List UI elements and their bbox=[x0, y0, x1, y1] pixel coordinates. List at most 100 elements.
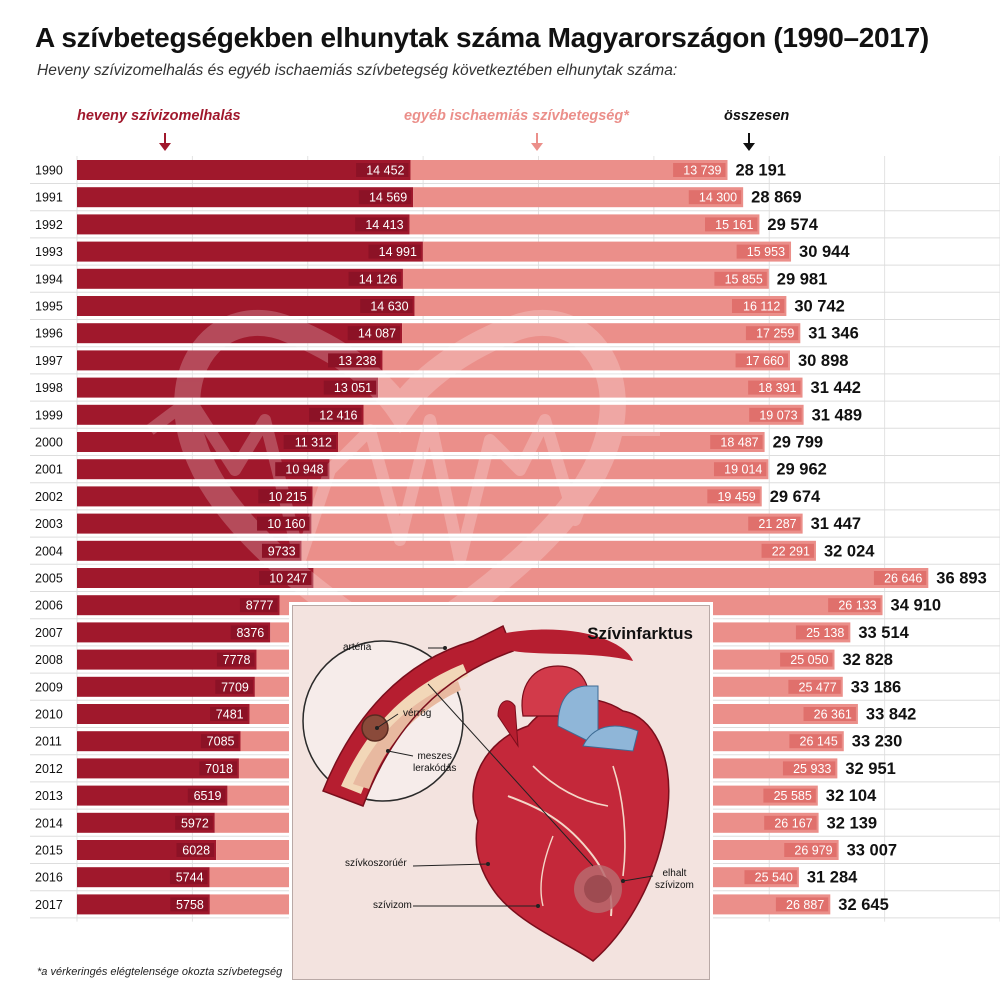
heartbeat-watermark-icon bbox=[146, 310, 660, 666]
label-calcified-line2: lerakódás bbox=[413, 763, 457, 774]
value-label-total: 31 346 bbox=[808, 325, 858, 343]
value-label-other: 13 739 bbox=[683, 164, 721, 178]
bar-other bbox=[301, 540, 816, 561]
label-box-acute bbox=[309, 407, 362, 422]
label-box-other bbox=[710, 435, 763, 449]
value-label-total: 30 898 bbox=[798, 352, 848, 370]
value-label-total: 32 139 bbox=[827, 814, 877, 832]
bar-acute bbox=[77, 323, 403, 344]
bar-other bbox=[422, 241, 792, 262]
label-box-acute bbox=[347, 326, 401, 341]
year-label: 1990 bbox=[35, 164, 63, 178]
bar-acute bbox=[77, 595, 280, 616]
label-box-acute bbox=[200, 734, 239, 749]
year-label: 1995 bbox=[35, 300, 63, 314]
year-label: 2010 bbox=[35, 708, 63, 722]
value-label-other: 26 167 bbox=[774, 816, 812, 830]
bar-other bbox=[312, 486, 762, 507]
bar-acute bbox=[77, 187, 414, 208]
year-label: 2017 bbox=[35, 898, 63, 912]
label-box-acute bbox=[187, 788, 226, 803]
inset-title: Szívinfarktus bbox=[587, 624, 693, 643]
label-box-acute bbox=[169, 870, 208, 885]
value-label-acute: 6519 bbox=[194, 789, 222, 803]
value-label-other: 14 300 bbox=[699, 191, 737, 205]
value-label-acute: 9733 bbox=[268, 544, 296, 558]
bar-acute bbox=[77, 377, 379, 398]
value-label-acute: 14 126 bbox=[359, 272, 397, 286]
label-heart-muscle: szívizom bbox=[373, 900, 412, 911]
year-label: 2012 bbox=[35, 762, 63, 776]
value-label-other: 26 646 bbox=[884, 572, 922, 586]
value-label-total: 29 962 bbox=[776, 461, 826, 479]
bar-other bbox=[402, 268, 769, 289]
bar-acute bbox=[77, 540, 302, 561]
heart-attack-illustration: Szívinfarktus artéria vérrög meszes lera… bbox=[292, 605, 710, 980]
legend-other-label: egyéb ischaemiás szívbetegség* bbox=[404, 108, 629, 124]
label-box-other bbox=[707, 489, 760, 504]
year-label: 1999 bbox=[35, 408, 63, 422]
year-label: 2011 bbox=[35, 735, 62, 749]
bar-acute bbox=[77, 731, 241, 752]
label-box-other bbox=[748, 516, 801, 531]
value-label-total: 32 645 bbox=[838, 896, 888, 914]
value-label-acute: 14 413 bbox=[365, 218, 403, 232]
label-dead-muscle: elhalt szívizom bbox=[655, 868, 694, 892]
bar-other bbox=[382, 350, 790, 371]
value-label-total: 28 191 bbox=[736, 162, 786, 180]
year-label: 2005 bbox=[35, 572, 63, 586]
year-label: 1994 bbox=[35, 272, 63, 286]
year-label: 1993 bbox=[35, 245, 63, 259]
value-label-other: 15 161 bbox=[715, 218, 753, 232]
label-box-other bbox=[761, 543, 814, 558]
label-box-acute bbox=[283, 435, 337, 449]
label-dead-line1: elhalt bbox=[662, 868, 687, 879]
year-label: 2007 bbox=[35, 626, 63, 640]
value-label-acute: 14 630 bbox=[370, 300, 408, 314]
label-box-other bbox=[744, 870, 797, 885]
year-label: 2016 bbox=[35, 871, 63, 885]
value-label-acute: 13 051 bbox=[334, 381, 372, 395]
value-label-other: 25 585 bbox=[774, 789, 812, 803]
value-label-acute: 14 991 bbox=[379, 245, 417, 259]
label-box-acute bbox=[261, 543, 300, 558]
label-box-other bbox=[803, 707, 856, 721]
label-box-acute bbox=[328, 353, 381, 368]
year-label: 1996 bbox=[35, 327, 63, 341]
year-label: 2009 bbox=[35, 680, 63, 694]
label-box-other bbox=[763, 788, 816, 803]
value-label-acute: 14 452 bbox=[366, 164, 404, 178]
year-label: 1992 bbox=[35, 218, 63, 232]
value-label-acute: 14 087 bbox=[358, 327, 396, 341]
value-label-total: 33 842 bbox=[866, 706, 916, 724]
label-box-acute bbox=[199, 761, 237, 776]
label-box-acute bbox=[239, 598, 278, 613]
label-calcified-line1: meszes bbox=[417, 751, 452, 762]
value-label-other: 22 291 bbox=[772, 544, 810, 558]
value-label-total: 31 442 bbox=[811, 379, 861, 397]
legend-other-arrow-icon bbox=[531, 133, 543, 151]
bar-other bbox=[413, 187, 744, 208]
bar-other bbox=[338, 432, 765, 452]
bar-other bbox=[409, 214, 760, 235]
label-box-other bbox=[775, 897, 829, 912]
value-label-acute: 11 312 bbox=[295, 436, 332, 450]
label-box-other bbox=[713, 462, 767, 477]
year-label: 2003 bbox=[35, 517, 63, 531]
label-box-other bbox=[749, 407, 802, 422]
bar-acute bbox=[77, 160, 411, 180]
bar-acute bbox=[77, 350, 383, 371]
bar-other bbox=[410, 160, 728, 180]
year-label: 2000 bbox=[35, 436, 63, 450]
value-label-total: 29 574 bbox=[767, 216, 818, 234]
value-label-total: 32 828 bbox=[843, 651, 893, 669]
label-box-acute bbox=[259, 571, 312, 585]
value-label-total: 33 186 bbox=[851, 678, 901, 696]
label-box-other bbox=[795, 625, 849, 640]
label-box-other bbox=[714, 271, 767, 286]
bar-acute bbox=[77, 268, 403, 289]
value-label-acute: 5758 bbox=[176, 898, 204, 912]
legend-acute-label: heveny szívizomelhalás bbox=[77, 108, 241, 124]
label-box-other bbox=[784, 843, 837, 857]
bar-acute bbox=[77, 432, 339, 452]
